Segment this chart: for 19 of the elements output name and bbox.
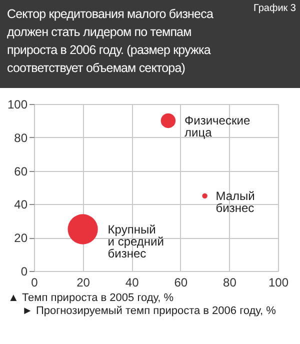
x-tick-label: 0 — [31, 276, 38, 290]
series-label: Физические лица — [184, 114, 250, 140]
x-tick-label: 40 — [125, 276, 140, 290]
y-tick-label: 80 — [14, 130, 28, 145]
y-tick-label: 100 — [7, 98, 28, 112]
x-tick-label: 60 — [174, 276, 188, 290]
x-tick-label: 100 — [268, 276, 289, 290]
y-tick-label: 0 — [20, 264, 28, 278]
text: ▲ Темп прироста в 2005 году, % — [8, 292, 175, 305]
chart-title: Сектор кредитования малого бизнеса должен стать лидером по темпам прироста в 2006 году. (размер кружка соответствует объемам сектора) — [7, 6, 214, 77]
x-tick-label: 20 — [76, 276, 90, 290]
x-tick-label: 80 — [223, 276, 237, 290]
text: График 3 — [253, 3, 296, 14]
y-tick-label: 60 — [14, 164, 28, 178]
series-label: Крупный и средний бизнес — [108, 222, 164, 260]
y-tick-label: 40 — [14, 198, 28, 212]
text: ► Прогнозируемый темп прироста в 2006 году, % — [21, 305, 277, 318]
series-label: Малый бизнес — [216, 188, 255, 215]
y-tick-label: 20 — [14, 231, 28, 246]
